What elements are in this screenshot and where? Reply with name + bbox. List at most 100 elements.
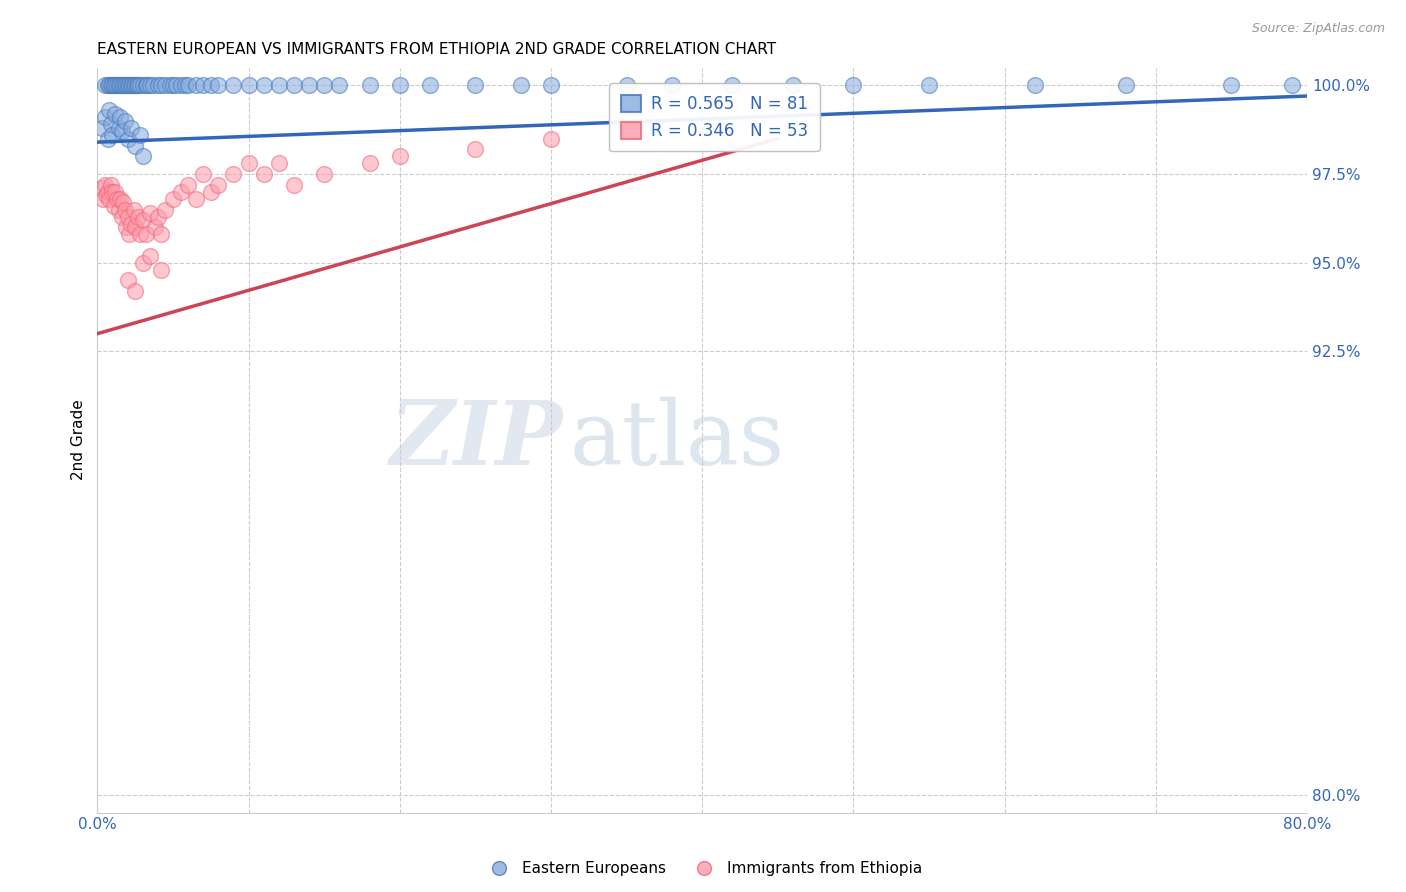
- Point: [464, 78, 486, 93]
- Point: [100, 178, 122, 192]
- Point: [114, 78, 136, 93]
- Point: [149, 263, 172, 277]
- Point: [782, 78, 804, 93]
- Point: [98, 103, 121, 118]
- Point: [107, 120, 129, 135]
- Point: [118, 227, 141, 242]
- Point: [115, 220, 138, 235]
- Point: [267, 78, 290, 93]
- Point: [184, 192, 207, 206]
- Text: ZIP: ZIP: [389, 397, 562, 483]
- Point: [132, 149, 155, 163]
- Point: [117, 210, 139, 224]
- Point: [105, 192, 128, 206]
- Point: [509, 78, 531, 93]
- Point: [149, 227, 172, 242]
- Point: [139, 78, 162, 93]
- Y-axis label: 2nd Grade: 2nd Grade: [72, 400, 86, 481]
- Point: [721, 78, 744, 93]
- Point: [120, 120, 142, 135]
- Point: [104, 107, 127, 121]
- Point: [107, 202, 129, 217]
- Point: [127, 78, 149, 93]
- Point: [112, 195, 135, 210]
- Point: [103, 199, 125, 213]
- Point: [135, 78, 157, 93]
- Point: [124, 284, 146, 298]
- Point: [184, 78, 207, 93]
- Point: [124, 138, 146, 153]
- Point: [162, 78, 184, 93]
- Point: [661, 78, 683, 93]
- Point: [149, 78, 172, 93]
- Point: [177, 178, 200, 192]
- Point: [139, 206, 162, 220]
- Point: [120, 217, 142, 231]
- Point: [238, 156, 260, 170]
- Point: [97, 131, 120, 145]
- Point: [115, 78, 138, 93]
- Point: [117, 131, 139, 145]
- Point: [146, 210, 169, 224]
- Point: [110, 210, 132, 224]
- Point: [101, 128, 124, 142]
- Point: [108, 78, 131, 93]
- Point: [104, 78, 127, 93]
- Text: EASTERN EUROPEAN VS IMMIGRANTS FROM ETHIOPIA 2ND GRADE CORRELATION CHART: EASTERN EUROPEAN VS IMMIGRANTS FROM ETHI…: [97, 42, 776, 57]
- Point: [388, 149, 411, 163]
- Point: [117, 273, 139, 287]
- Point: [253, 167, 276, 181]
- Point: [1024, 78, 1046, 93]
- Point: [105, 78, 128, 93]
- Point: [104, 185, 127, 199]
- Text: Source: ZipAtlas.com: Source: ZipAtlas.com: [1251, 22, 1385, 36]
- Point: [128, 227, 150, 242]
- Point: [298, 78, 321, 93]
- Point: [98, 192, 121, 206]
- Point: [93, 192, 115, 206]
- Point: [842, 78, 865, 93]
- Point: [267, 156, 290, 170]
- Point: [121, 78, 143, 93]
- Point: [616, 78, 638, 93]
- Point: [125, 78, 148, 93]
- Point: [159, 78, 181, 93]
- Point: [110, 78, 132, 93]
- Point: [122, 78, 145, 93]
- Point: [132, 256, 155, 270]
- Point: [132, 78, 155, 93]
- Legend: R = 0.565   N = 81, R = 0.346   N = 53: R = 0.565 N = 81, R = 0.346 N = 53: [609, 84, 820, 152]
- Point: [114, 113, 136, 128]
- Point: [132, 213, 155, 227]
- Point: [388, 78, 411, 93]
- Point: [112, 78, 135, 93]
- Point: [1281, 78, 1303, 93]
- Point: [120, 78, 142, 93]
- Point: [97, 78, 120, 93]
- Point: [136, 78, 159, 93]
- Point: [103, 78, 125, 93]
- Point: [107, 78, 129, 93]
- Point: [135, 227, 157, 242]
- Point: [419, 78, 441, 93]
- Point: [193, 167, 215, 181]
- Point: [128, 78, 150, 93]
- Point: [162, 192, 184, 206]
- Point: [146, 78, 169, 93]
- Point: [90, 181, 112, 195]
- Point: [127, 210, 149, 224]
- Point: [101, 185, 124, 199]
- Point: [108, 192, 131, 206]
- Point: [124, 78, 146, 93]
- Point: [314, 78, 336, 93]
- Point: [94, 78, 117, 93]
- Point: [90, 120, 112, 135]
- Point: [169, 185, 191, 199]
- Point: [96, 188, 118, 202]
- Point: [155, 78, 177, 93]
- Point: [918, 78, 941, 93]
- Text: atlas: atlas: [569, 396, 785, 483]
- Point: [122, 202, 145, 217]
- Point: [238, 78, 260, 93]
- Point: [1115, 78, 1137, 93]
